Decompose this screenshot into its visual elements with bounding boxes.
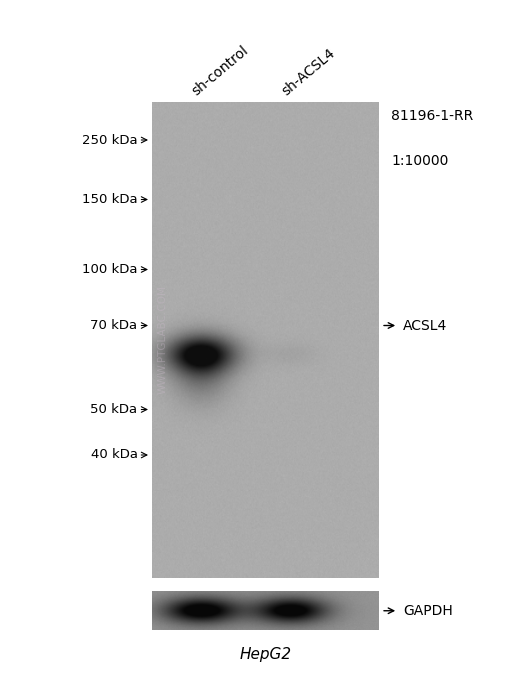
- Text: sh-ACSL4: sh-ACSL4: [280, 46, 338, 98]
- Text: sh-control: sh-control: [190, 43, 251, 98]
- Text: 81196-1-RR: 81196-1-RR: [391, 108, 474, 122]
- Text: WWW.PTGLABC.COM: WWW.PTGLABC.COM: [157, 285, 167, 394]
- Text: 50 kDa: 50 kDa: [90, 403, 138, 416]
- Text: 70 kDa: 70 kDa: [90, 319, 138, 332]
- Text: 100 kDa: 100 kDa: [82, 263, 138, 276]
- Text: ACSL4: ACSL4: [403, 318, 448, 332]
- Text: 1:10000: 1:10000: [391, 154, 449, 168]
- Text: 40 kDa: 40 kDa: [91, 449, 138, 461]
- Text: 150 kDa: 150 kDa: [82, 193, 138, 206]
- Text: 250 kDa: 250 kDa: [82, 134, 138, 146]
- Text: HepG2: HepG2: [239, 648, 291, 662]
- Text: GAPDH: GAPDH: [403, 603, 453, 618]
